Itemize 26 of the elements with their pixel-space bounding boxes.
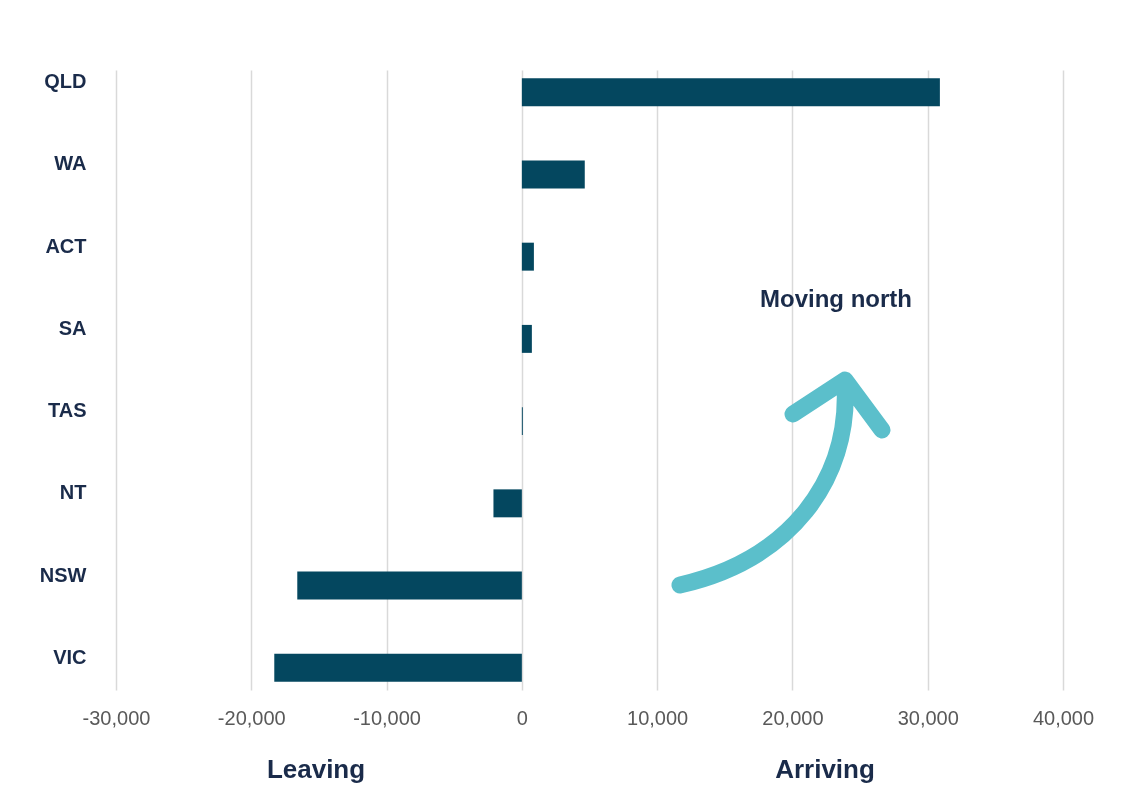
annotation: Moving north bbox=[760, 285, 912, 312]
y-tick-label: NT bbox=[59, 481, 87, 504]
text: Arriving bbox=[775, 754, 875, 784]
x-tick-label: 10,000 bbox=[627, 706, 689, 729]
y-tick-label: WA bbox=[54, 152, 87, 175]
y-tick-label: ACT bbox=[45, 234, 87, 257]
bar bbox=[493, 489, 522, 518]
y-tick-label: NSW bbox=[39, 563, 87, 586]
bar bbox=[297, 571, 522, 600]
x-tick-label: 40,000 bbox=[1032, 706, 1095, 729]
y-tick-label: QLD bbox=[44, 70, 87, 93]
bar bbox=[274, 653, 522, 682]
bar bbox=[521, 324, 532, 353]
y-tick-label: VIC bbox=[53, 645, 87, 668]
x-tick-label: -10,000 bbox=[353, 706, 421, 729]
y-tick-label: SA bbox=[58, 316, 87, 339]
x-tick-label: -20,000 bbox=[217, 706, 286, 729]
x-tick-label: -30,000 bbox=[82, 706, 151, 729]
text: Leaving bbox=[266, 754, 366, 784]
x-tick-label: 0 bbox=[516, 706, 528, 729]
bar bbox=[521, 242, 534, 271]
x-tick-label: 20,000 bbox=[762, 706, 824, 729]
bar bbox=[521, 160, 585, 189]
x-tick-label: 30,000 bbox=[897, 706, 959, 729]
bar bbox=[521, 78, 940, 107]
y-tick-label: TAS bbox=[47, 399, 87, 422]
